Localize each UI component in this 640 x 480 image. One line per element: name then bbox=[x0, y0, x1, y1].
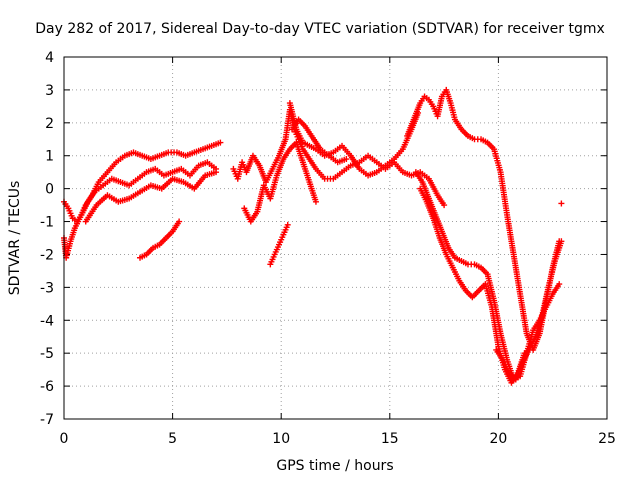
x-tick-label: 25 bbox=[598, 431, 616, 447]
data-point bbox=[213, 169, 220, 176]
data-point bbox=[343, 156, 350, 163]
y-tick-label: -2 bbox=[40, 247, 54, 263]
data-point bbox=[176, 218, 183, 225]
y-tick-label: -4 bbox=[40, 313, 54, 329]
data-point bbox=[441, 202, 448, 209]
x-tick-label: 0 bbox=[60, 431, 69, 447]
x-tick-label: 10 bbox=[272, 431, 290, 447]
data-points bbox=[61, 86, 565, 386]
x-axis-ticks: 0 5 10 15 20 25 bbox=[60, 57, 616, 447]
y-tick-label: 4 bbox=[45, 50, 54, 66]
y-tick-label: -6 bbox=[40, 379, 54, 395]
y-tick-label: -5 bbox=[40, 346, 54, 362]
data-point bbox=[558, 238, 565, 245]
plot-frame bbox=[63, 56, 608, 420]
x-tick-label: 15 bbox=[381, 431, 399, 447]
x-tick-label: 20 bbox=[489, 431, 507, 447]
y-tick-label: 0 bbox=[45, 182, 54, 198]
x-tick-label: 5 bbox=[168, 431, 177, 447]
y-tick-label: 1 bbox=[45, 149, 54, 165]
data-point bbox=[312, 198, 319, 205]
y-tick-label: -7 bbox=[40, 412, 54, 428]
data-point bbox=[217, 139, 224, 146]
y-axis-ticks: -7 -6 -5 -4 -3 -2 -1 0 1 2 3 4 bbox=[40, 50, 607, 428]
y-tick-label: -1 bbox=[40, 215, 54, 231]
y-tick-label: -3 bbox=[40, 280, 54, 296]
x-axis-label: GPS time / hours bbox=[276, 458, 393, 474]
y-tick-label: 2 bbox=[45, 116, 54, 132]
y-axis-label: SDTVAR / TECUs bbox=[7, 181, 23, 296]
data-point bbox=[558, 200, 565, 207]
chart-title: Day 282 of 2017, Sidereal Day-to-day VTE… bbox=[35, 21, 605, 37]
data-point bbox=[284, 221, 291, 228]
y-tick-label: 3 bbox=[45, 83, 54, 99]
data-point bbox=[556, 281, 563, 288]
